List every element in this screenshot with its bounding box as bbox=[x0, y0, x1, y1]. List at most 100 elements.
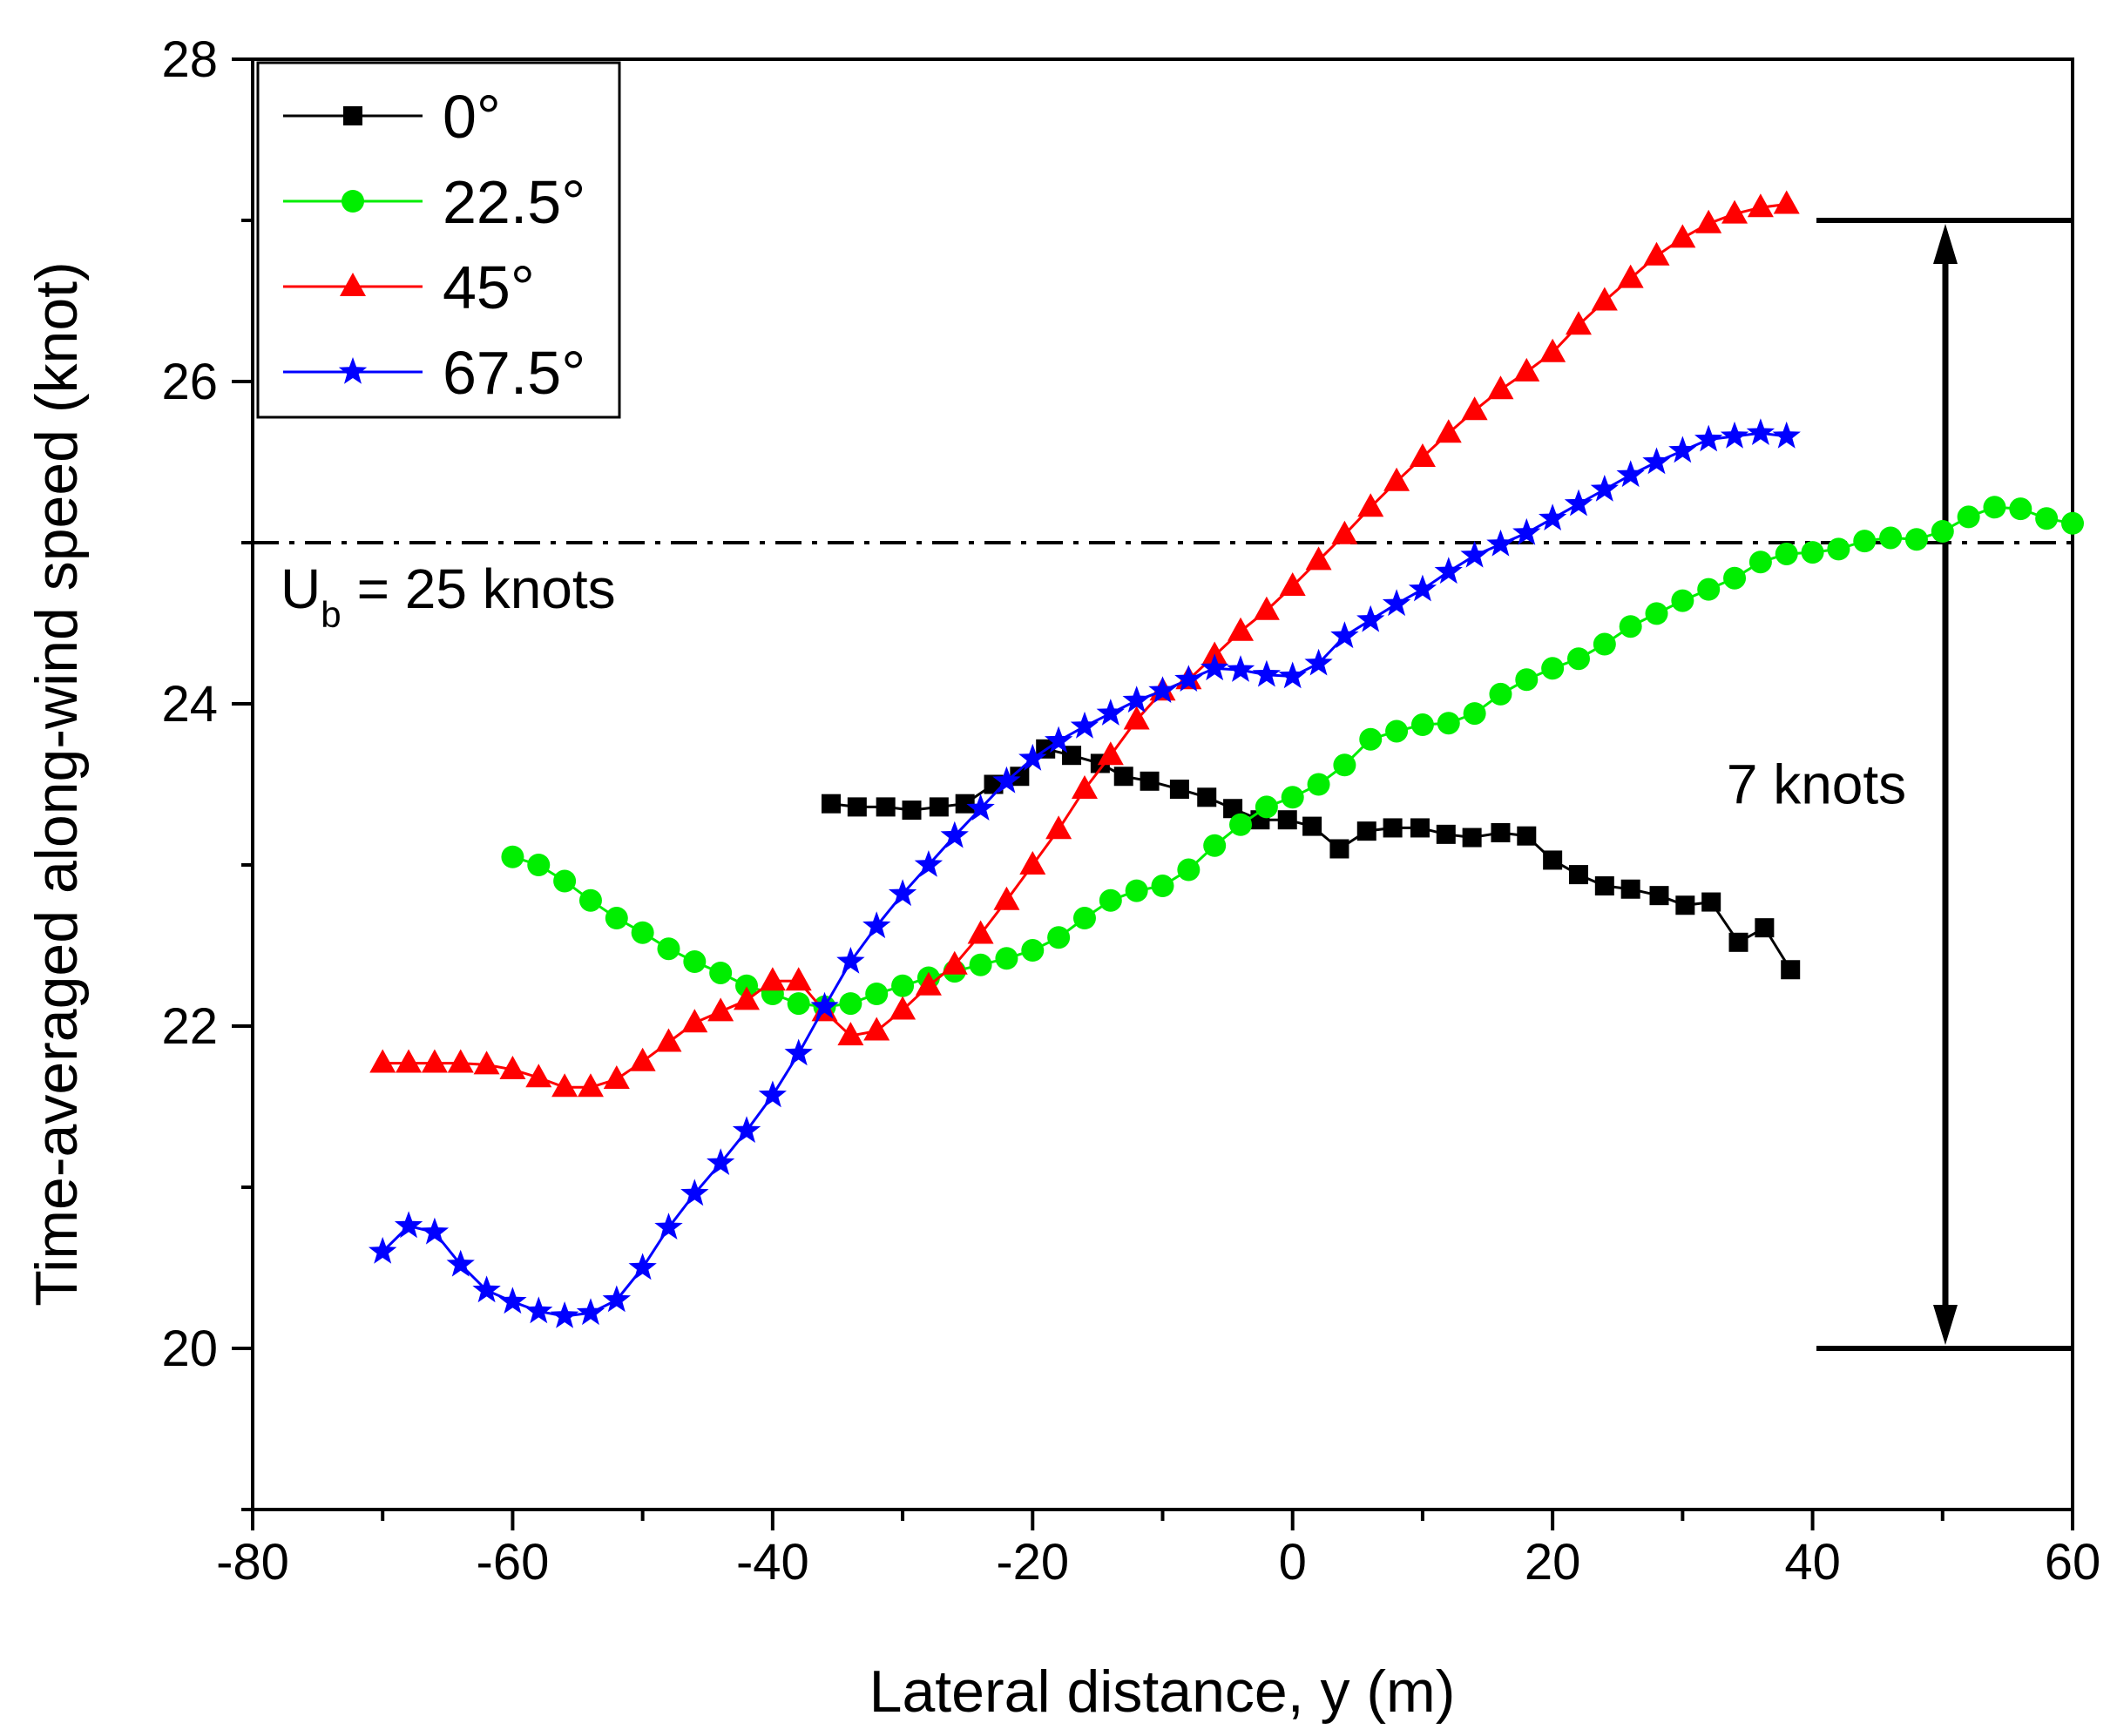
data-point bbox=[1983, 496, 2006, 519]
data-point bbox=[1669, 224, 1696, 248]
data-point bbox=[655, 1028, 682, 1052]
data-point bbox=[1333, 753, 1356, 777]
data-point bbox=[1701, 892, 1721, 912]
data-point bbox=[1125, 879, 1148, 902]
data-point bbox=[1329, 839, 1349, 859]
data-point bbox=[1513, 357, 1540, 382]
x-tick-label: -60 bbox=[477, 1534, 550, 1591]
data-point bbox=[527, 854, 551, 876]
data-point bbox=[1434, 557, 1463, 584]
data-point bbox=[1695, 209, 1722, 233]
data-point bbox=[735, 974, 759, 997]
data-point bbox=[1904, 528, 1928, 551]
data-point bbox=[709, 961, 733, 984]
data-point bbox=[929, 797, 949, 817]
data-point bbox=[847, 797, 867, 817]
data-point bbox=[914, 850, 944, 877]
data-point bbox=[1643, 241, 1670, 266]
data-point bbox=[631, 921, 654, 944]
series-0 bbox=[822, 739, 1801, 980]
data-point bbox=[420, 1217, 450, 1245]
data-point bbox=[915, 971, 942, 996]
data-point bbox=[940, 821, 969, 848]
data-point bbox=[1385, 719, 1409, 743]
data-point bbox=[1356, 821, 1376, 841]
y-tick-label: 20 bbox=[161, 1321, 218, 1377]
data-point bbox=[1331, 520, 1358, 544]
data-point bbox=[394, 1211, 423, 1239]
data-point bbox=[1781, 960, 1801, 980]
data-point bbox=[602, 1285, 631, 1313]
data-point bbox=[1566, 647, 1590, 671]
data-point bbox=[1113, 767, 1133, 787]
data-point bbox=[1721, 199, 1748, 224]
data-point bbox=[1460, 540, 1489, 568]
data-point bbox=[1408, 574, 1437, 602]
x-tick-label: 60 bbox=[2045, 1534, 2101, 1591]
data-point bbox=[1668, 436, 1697, 463]
data-point bbox=[902, 800, 922, 821]
data-point bbox=[1356, 605, 1385, 632]
data-point bbox=[1383, 467, 1410, 491]
data-point bbox=[889, 996, 916, 1020]
data-point bbox=[1539, 503, 1567, 530]
data-point bbox=[1746, 418, 1775, 445]
data-point bbox=[1228, 617, 1255, 641]
y-tick-label: 22 bbox=[161, 998, 218, 1055]
data-point bbox=[1463, 702, 1486, 726]
data-point bbox=[1486, 529, 1515, 557]
data-point bbox=[1021, 939, 1045, 963]
data-point bbox=[1099, 888, 1122, 912]
data-point bbox=[1694, 424, 1723, 452]
data-point bbox=[1437, 712, 1460, 735]
data-point bbox=[447, 1049, 474, 1073]
data-point bbox=[1617, 264, 1644, 288]
data-point bbox=[1512, 517, 1541, 545]
data-point bbox=[759, 967, 786, 991]
data-point bbox=[707, 997, 734, 1022]
data-point bbox=[550, 1301, 579, 1328]
data-point bbox=[1253, 596, 1280, 620]
data-point bbox=[1359, 727, 1383, 751]
x-tick-label: -40 bbox=[736, 1534, 809, 1591]
data-point bbox=[1383, 818, 1403, 838]
data-point bbox=[1487, 375, 1514, 400]
data-point bbox=[1047, 926, 1071, 949]
data-point bbox=[605, 907, 628, 930]
data-point bbox=[1177, 858, 1201, 882]
legend-item: 0° bbox=[283, 83, 501, 151]
data-point bbox=[787, 992, 810, 1016]
data-point bbox=[707, 1148, 735, 1175]
data-point bbox=[1801, 541, 1824, 564]
data-point bbox=[683, 950, 707, 973]
data-point bbox=[1755, 918, 1775, 938]
data-point bbox=[822, 794, 842, 814]
legend-marker bbox=[340, 273, 366, 296]
data-point bbox=[1645, 602, 1668, 625]
data-point bbox=[1435, 419, 1462, 443]
legend-marker bbox=[343, 106, 362, 125]
x-tick-label: 20 bbox=[1525, 1534, 1581, 1591]
data-point bbox=[1072, 907, 1096, 930]
data-point bbox=[1491, 823, 1511, 842]
data-point bbox=[1304, 648, 1333, 676]
x-tick-label: -80 bbox=[216, 1534, 289, 1591]
range-indicator: 7 knots bbox=[1727, 218, 2073, 1351]
data-point bbox=[525, 1064, 552, 1088]
data-point bbox=[732, 1116, 761, 1143]
data-point bbox=[810, 991, 839, 1019]
legend-label: 45° bbox=[443, 253, 535, 321]
data-point bbox=[1616, 460, 1645, 488]
data-point bbox=[1229, 813, 1253, 836]
legend-item: 67.5° bbox=[283, 339, 585, 407]
legend-item: 45° bbox=[283, 253, 535, 321]
data-point bbox=[1728, 932, 1748, 952]
data-point bbox=[1203, 834, 1227, 857]
data-point bbox=[681, 1009, 708, 1033]
arrow-up-icon bbox=[1933, 224, 1958, 264]
data-point bbox=[1302, 816, 1322, 836]
data-point bbox=[628, 1253, 657, 1280]
data-point bbox=[888, 879, 917, 907]
data-point bbox=[1201, 641, 1228, 665]
data-point bbox=[992, 766, 1021, 794]
